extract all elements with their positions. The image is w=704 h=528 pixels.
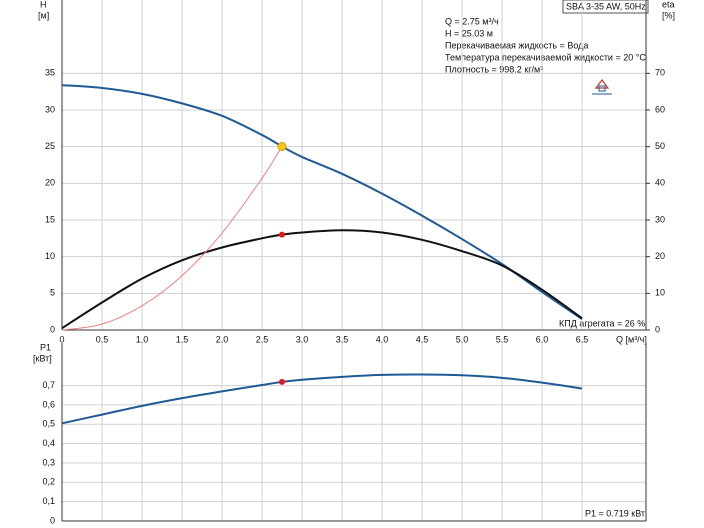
y-label: H — [40, 0, 47, 9]
y2-tick-label: 30 — [655, 214, 665, 224]
y-label: P1 — [40, 342, 51, 352]
y-tick-label: 0,1 — [42, 496, 55, 506]
x-tick-label: 3,5 — [336, 334, 349, 344]
operating-point — [279, 378, 285, 385]
x-tick-label: 1,5 — [176, 334, 189, 344]
power-note: P1 = 0.719 кВт — [585, 508, 645, 518]
y-tick-label: 0,6 — [42, 399, 55, 409]
curve — [61, 229, 583, 330]
annotation: Плотность = 998.2 кг/м³ — [445, 64, 543, 74]
x-tick-label: 4,0 — [376, 334, 389, 344]
x-tick-label: 3,0 — [296, 334, 309, 344]
y-tick-label: 0,7 — [42, 380, 55, 390]
y-tick-label: 15 — [45, 214, 55, 224]
curve — [61, 146, 283, 331]
y2-unit: [%] — [662, 10, 675, 20]
operating-point — [277, 141, 287, 151]
y2-tick-label: 50 — [655, 141, 665, 151]
y-tick-label: 10 — [45, 251, 55, 261]
x-tick-label: 6,0 — [536, 334, 549, 344]
x-label: Q [м³/ч] — [616, 334, 647, 344]
curve — [61, 373, 583, 425]
y-tick-label: 30 — [45, 104, 55, 114]
annotation: H = 25.03 м — [445, 28, 493, 38]
y2-tick-label: 40 — [655, 178, 665, 188]
y-tick-label: 0,4 — [42, 438, 55, 448]
y-tick-label: 20 — [45, 178, 55, 188]
y-tick-label: 0 — [50, 515, 55, 525]
x-tick-label: 0 — [59, 334, 64, 344]
annotation: Q = 2.75 м³/ч — [445, 16, 499, 26]
x-tick-label: 1,0 — [136, 334, 149, 344]
y-tick-label: 5 — [50, 288, 55, 298]
x-tick-label: 2,0 — [216, 334, 229, 344]
annotation: Перекачиваемая жидкость = Вода — [445, 40, 588, 50]
y2-tick-label: 20 — [655, 251, 665, 261]
y-tick-label: 0,5 — [42, 419, 55, 429]
y-tick-label: 0 — [50, 324, 55, 334]
y-tick-label: 35 — [45, 68, 55, 78]
curve — [61, 84, 583, 320]
x-tick-label: 6,5 — [576, 334, 589, 344]
y-tick-label: 0,3 — [42, 457, 55, 467]
x-tick-label: 4,5 — [416, 334, 429, 344]
y-unit: [кВт] — [33, 353, 52, 363]
x-tick-label: 2,5 — [256, 334, 269, 344]
operating-point — [279, 231, 285, 238]
title-box — [562, 0, 649, 14]
logo — [590, 74, 614, 98]
efficiency-note: КПД агрегата = 26 % — [559, 318, 645, 328]
x-tick-label: 5,5 — [496, 334, 509, 344]
chart-title: SBA 3-35 AW, 50Hz — [566, 1, 646, 11]
x-tick-label: 0,5 — [96, 334, 109, 344]
y2-tick-label: 70 — [655, 68, 665, 78]
y2-label: eta — [662, 0, 675, 9]
x-tick-label: 5,0 — [456, 334, 469, 344]
y2-tick-label: 10 — [655, 288, 665, 298]
annotation: Температура перекачиваемой жидкости = 20… — [445, 52, 646, 62]
y-unit: [м] — [38, 10, 49, 20]
y2-tick-label: 60 — [655, 104, 665, 114]
y-tick-label: 0,2 — [42, 477, 55, 487]
y-tick-label: 25 — [45, 141, 55, 151]
y2-tick-label: 0 — [655, 324, 660, 334]
